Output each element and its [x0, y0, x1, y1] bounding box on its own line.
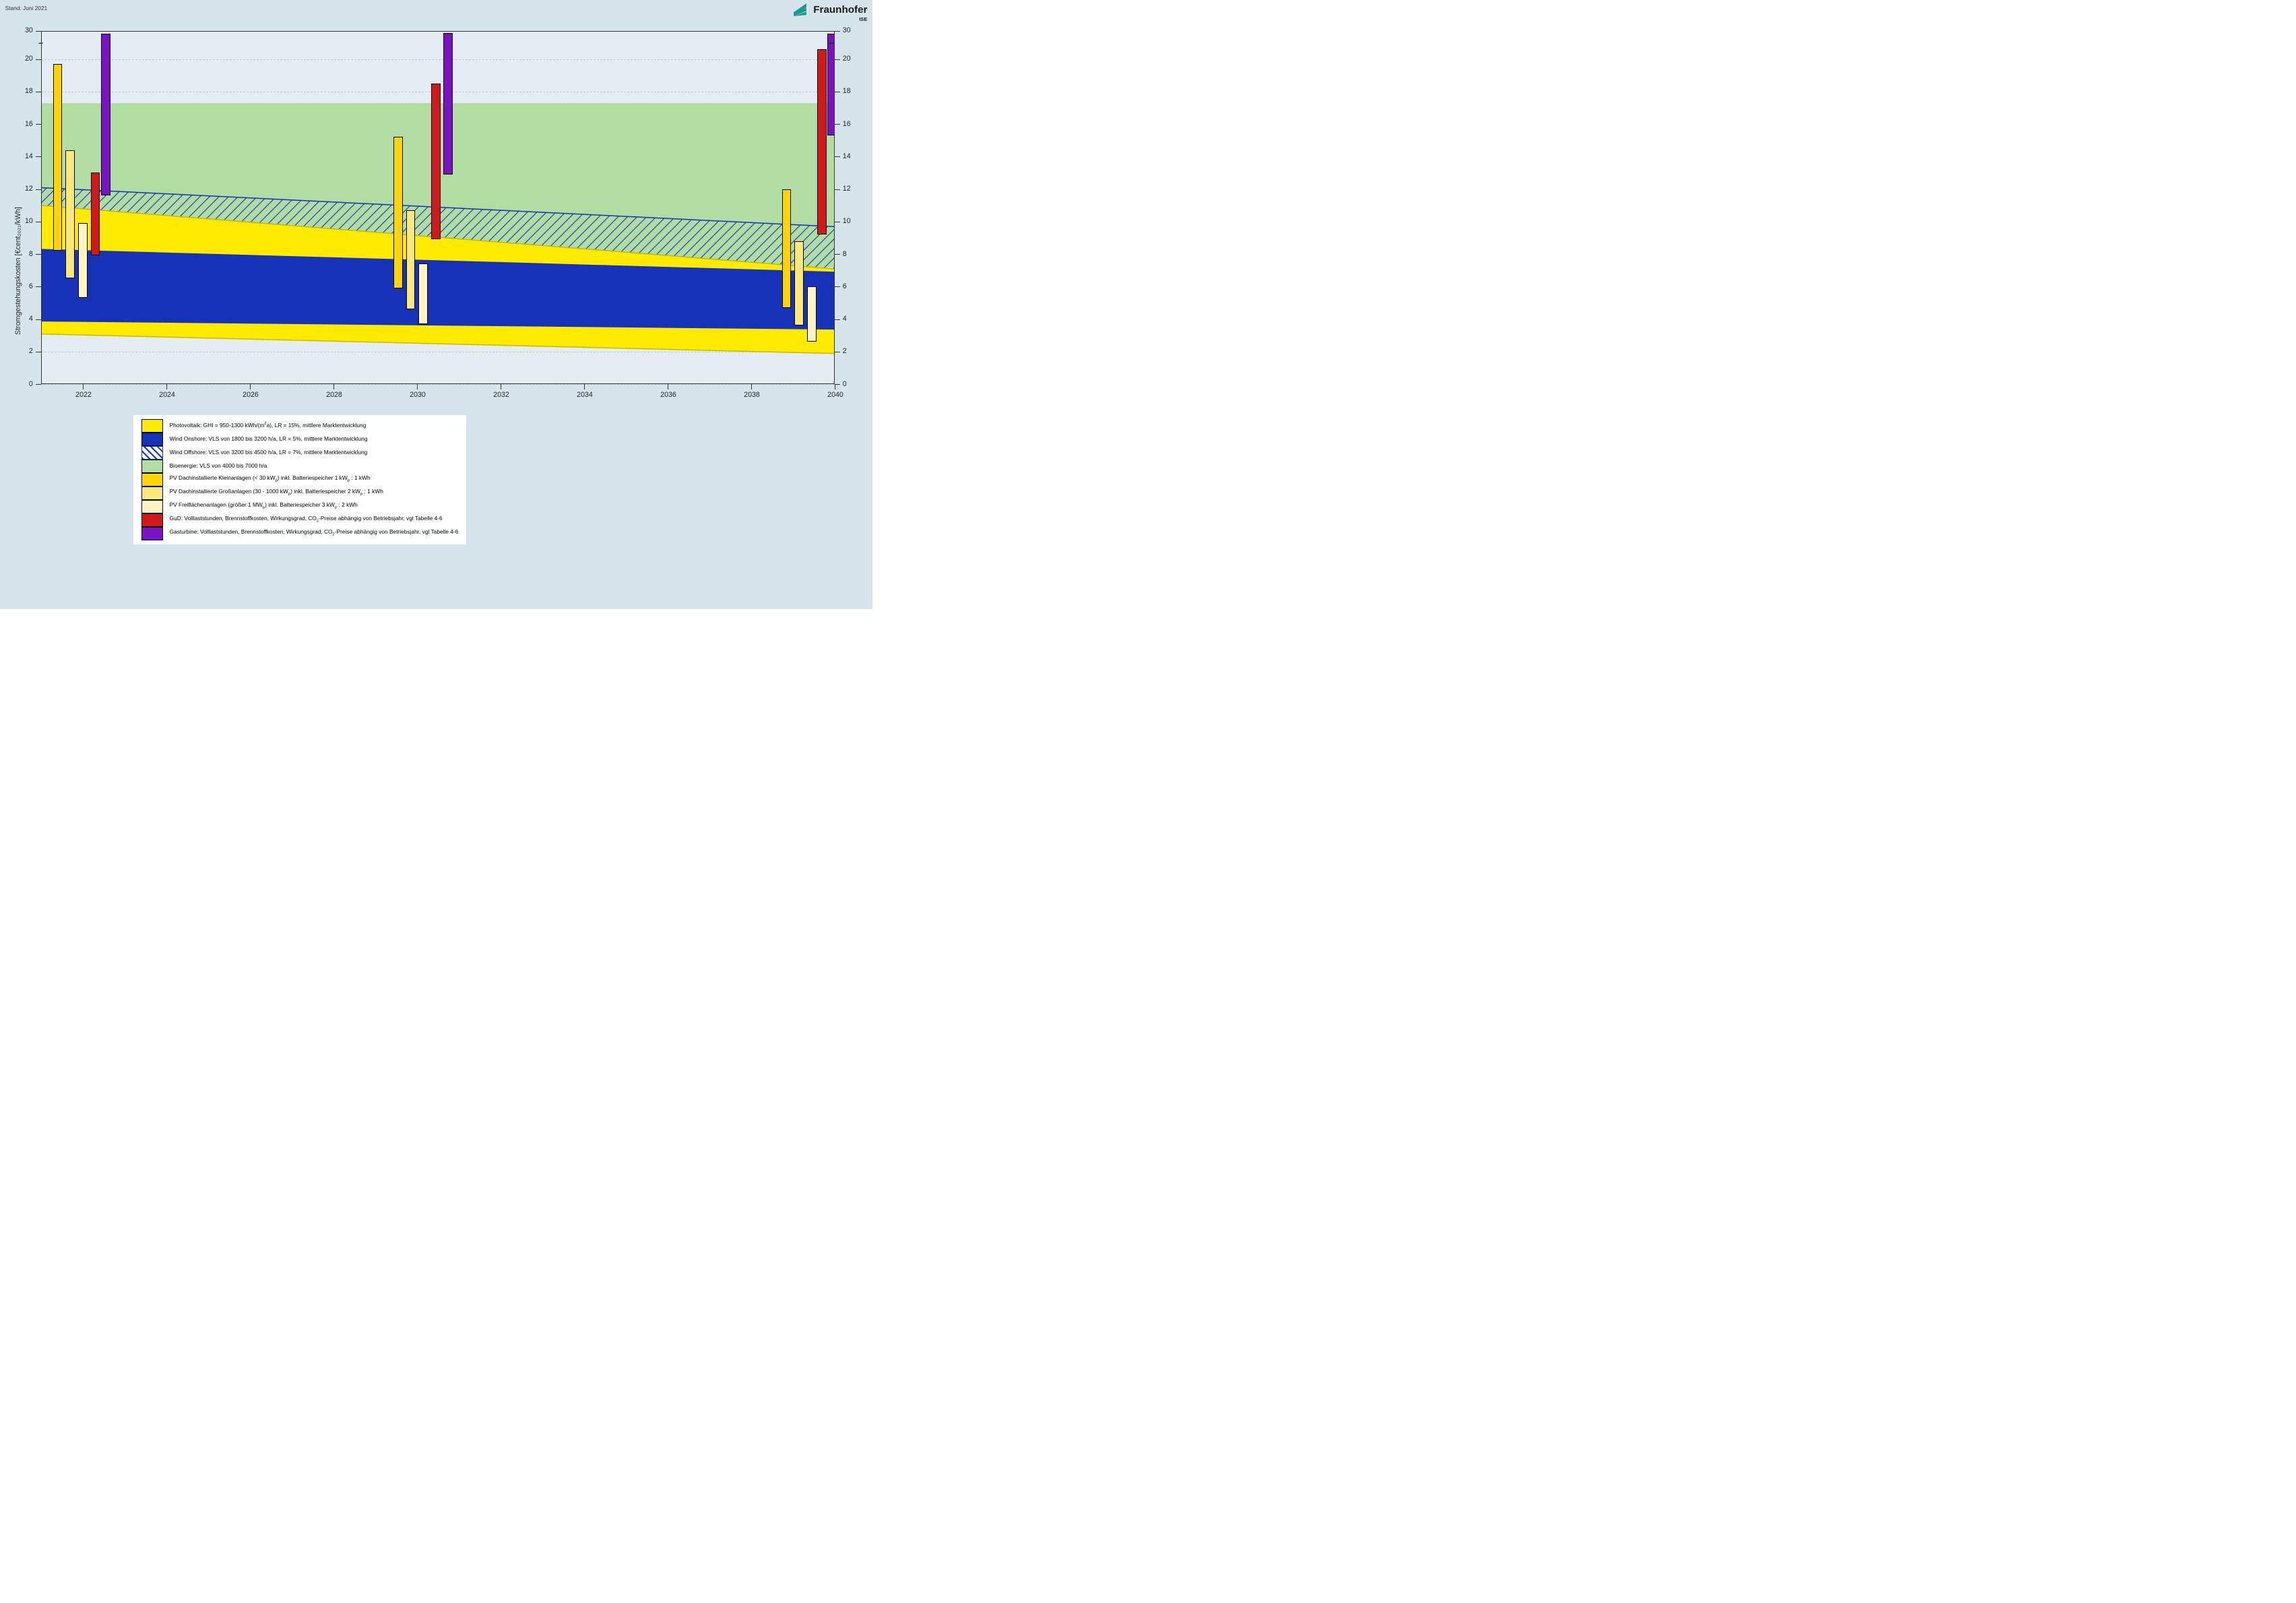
legend-item: Wind Offshore: VLS von 3200 bis 4500 h/a… [141, 446, 459, 460]
legend-swatch [141, 433, 163, 446]
y-tick-label: 20 [25, 55, 33, 63]
legend-swatch [141, 486, 163, 500]
x-tick-label: 2026 [243, 391, 259, 399]
legend-item: Bioenergie: VLS von 4000 bis 7000 h/a [141, 460, 459, 473]
y-tick-label-right: 14 [843, 152, 851, 160]
y-tick-label: 18 [25, 87, 33, 95]
gridline [41, 384, 835, 385]
bar-pv-klein [53, 64, 63, 251]
y-tick-label: 8 [29, 250, 33, 258]
x-tick-label: 2034 [577, 391, 593, 399]
legend-label: PV Dachinstallierte Kleinanlagen (< 30 k… [170, 474, 371, 484]
bar-gud [431, 84, 441, 240]
fraunhofer-logo-sub: ISE [859, 16, 867, 22]
legend-swatch [141, 419, 163, 433]
y-axis-title: Stromgestehungskosten [€cent₂₀₂₁/kWh] [14, 207, 22, 335]
legend-swatch [141, 446, 163, 460]
x-tick-label: 2032 [493, 391, 509, 399]
bar-pv-frei [418, 263, 428, 323]
legend-item: GuD: Volllaststunden, Brennstoffkosten, … [141, 513, 459, 527]
bar-pv-klein [782, 189, 792, 308]
y-tick-label-right: 30 [843, 26, 851, 34]
legend-item: Gasturbine: Volllaststunden, Brennstoffk… [141, 527, 459, 540]
fraunhofer-logo: Fraunhofer [794, 3, 867, 16]
legend-label: GuD: Volllaststunden, Brennstoffkosten, … [170, 515, 443, 525]
bar-gasturbine [827, 34, 835, 135]
legend-item: Wind Onshore: VLS von 1800 bis 3200 h/a,… [141, 433, 459, 446]
y-tick-label-right: 0 [843, 380, 847, 388]
x-tick-label: 2024 [159, 391, 175, 399]
y-tick-label: 12 [25, 185, 33, 193]
y-tick-label: 2 [29, 347, 33, 355]
y-tick-label: 14 [25, 152, 33, 160]
bar-pv-klein [393, 137, 403, 288]
legend-swatch [141, 460, 163, 473]
x-tick-label: 2028 [326, 391, 342, 399]
y-tick-label-right: 2 [843, 347, 847, 355]
bar-pv-frei [78, 223, 88, 298]
bar-gasturbine [443, 33, 453, 175]
legend-item: Photovoltaik: GHI = 950-1300 kWh/(m2a), … [141, 419, 459, 433]
legend-item: PV Dachinstallierte Kleinanlagen (< 30 k… [141, 473, 459, 486]
y-tick-label: 10 [25, 217, 33, 225]
y-tick-label-right: 18 [843, 87, 851, 95]
legend-swatch [141, 500, 163, 513]
legend-label: Wind Onshore: VLS von 1800 bis 3200 h/a,… [170, 435, 368, 443]
axis-break-icon: ∼ [829, 40, 835, 47]
plot-area [41, 31, 835, 384]
legend-swatch [141, 513, 163, 527]
y-tick-label: 4 [29, 315, 33, 323]
legend-label: PV Dachinstallierte Großanlagen (30 - 10… [170, 488, 383, 498]
x-tick-label: 2036 [660, 391, 676, 399]
y-tick-label: 6 [29, 282, 33, 290]
bar-gud [817, 49, 827, 234]
bar-pv-gross [406, 210, 416, 309]
x-tick-label: 2040 [827, 391, 843, 399]
legend-label: Photovoltaik: GHI = 950-1300 kWh/(m2a), … [170, 422, 366, 429]
x-tick-label: 2038 [744, 391, 760, 399]
x-tick-label: 2022 [75, 391, 92, 399]
chart-canvas: Stand: Juni 2021 FraunhoferISE 0 0 2 2 4 4 6 6 8 8 1… [0, 0, 872, 609]
bar-gasturbine [101, 34, 110, 195]
bar-pv-gross [794, 241, 804, 325]
legend-item: PV Dachinstallierte Großanlagen (30 - 10… [141, 486, 459, 500]
x-tick-label: 2030 [410, 391, 426, 399]
y-tick-label-right: 10 [843, 217, 851, 225]
legend-label: Wind Offshore: VLS von 3200 bis 4500 h/a… [170, 449, 368, 456]
y-tick-label: 0 [29, 380, 33, 388]
legend: Photovoltaik: GHI = 950-1300 kWh/(m2a), … [133, 415, 467, 544]
y-tick-label-right: 20 [843, 55, 851, 63]
axis-break-icon: ∼ [38, 40, 44, 47]
legend-label: Gasturbine: Volllaststunden, Brennstoffk… [170, 528, 459, 538]
y-tick-label: 16 [25, 120, 33, 128]
legend-item: PV Freiflächenanlagen (größer 1 MWp) ink… [141, 500, 459, 513]
bar-pv-gross [65, 150, 75, 279]
legend-label: Bioenergie: VLS von 4000 bis 7000 h/a [170, 462, 267, 470]
y-tick-label-right: 8 [843, 250, 847, 258]
legend-label: PV Freiflächenanlagen (größer 1 MWp) ink… [170, 501, 358, 511]
y-tick-label-right: 6 [843, 282, 847, 290]
legend-swatch [141, 527, 163, 540]
legend-swatch [141, 473, 163, 486]
y-tick-label-right: 4 [843, 315, 847, 323]
y-tick-label-right: 16 [843, 120, 851, 128]
bar-gud [91, 172, 100, 255]
bar-pv-frei [807, 286, 817, 342]
y-tick-label: 30 [25, 26, 33, 34]
status-date: Stand: Juni 2021 [5, 5, 48, 11]
y-tick-label-right: 12 [843, 185, 851, 193]
